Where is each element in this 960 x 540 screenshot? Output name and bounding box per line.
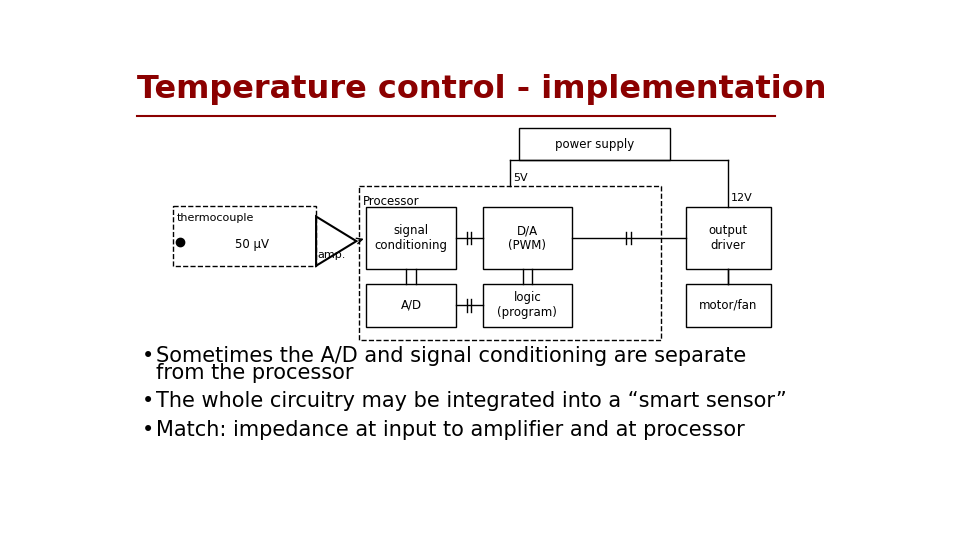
Text: 12V: 12V — [731, 193, 753, 202]
Text: 5V: 5V — [513, 173, 528, 184]
Bar — [367, 207, 456, 269]
Bar — [483, 284, 572, 327]
Bar — [685, 207, 771, 269]
Text: •: • — [142, 420, 154, 440]
Text: amp.: amp. — [318, 250, 346, 260]
Bar — [367, 284, 456, 327]
Text: 50 μV: 50 μV — [235, 239, 269, 252]
Text: A/D: A/D — [400, 299, 421, 312]
Text: Sometimes the A/D and signal conditioning are separate: Sometimes the A/D and signal conditionin… — [156, 346, 746, 366]
Text: from the processor: from the processor — [156, 363, 353, 383]
Bar — [483, 207, 572, 269]
Text: D/A
(PWM): D/A (PWM) — [508, 224, 546, 252]
Text: thermocouple: thermocouple — [177, 213, 254, 222]
Bar — [519, 128, 670, 160]
Bar — [359, 186, 660, 340]
Text: signal
conditioning: signal conditioning — [374, 224, 447, 252]
Text: logic
(program): logic (program) — [497, 292, 557, 320]
Text: motor/fan: motor/fan — [699, 299, 757, 312]
Text: power supply: power supply — [555, 138, 635, 151]
Text: output
driver: output driver — [708, 224, 748, 252]
Text: Temperature control - implementation: Temperature control - implementation — [137, 74, 827, 105]
Text: Match: impedance at input to amplifier and at processor: Match: impedance at input to amplifier a… — [156, 420, 744, 440]
Text: •: • — [142, 346, 154, 366]
Bar — [685, 284, 771, 327]
Text: •: • — [142, 390, 154, 410]
Bar — [173, 206, 316, 266]
Text: Processor: Processor — [363, 195, 420, 208]
Text: The whole circuitry may be integrated into a “smart sensor”: The whole circuitry may be integrated in… — [156, 390, 786, 410]
